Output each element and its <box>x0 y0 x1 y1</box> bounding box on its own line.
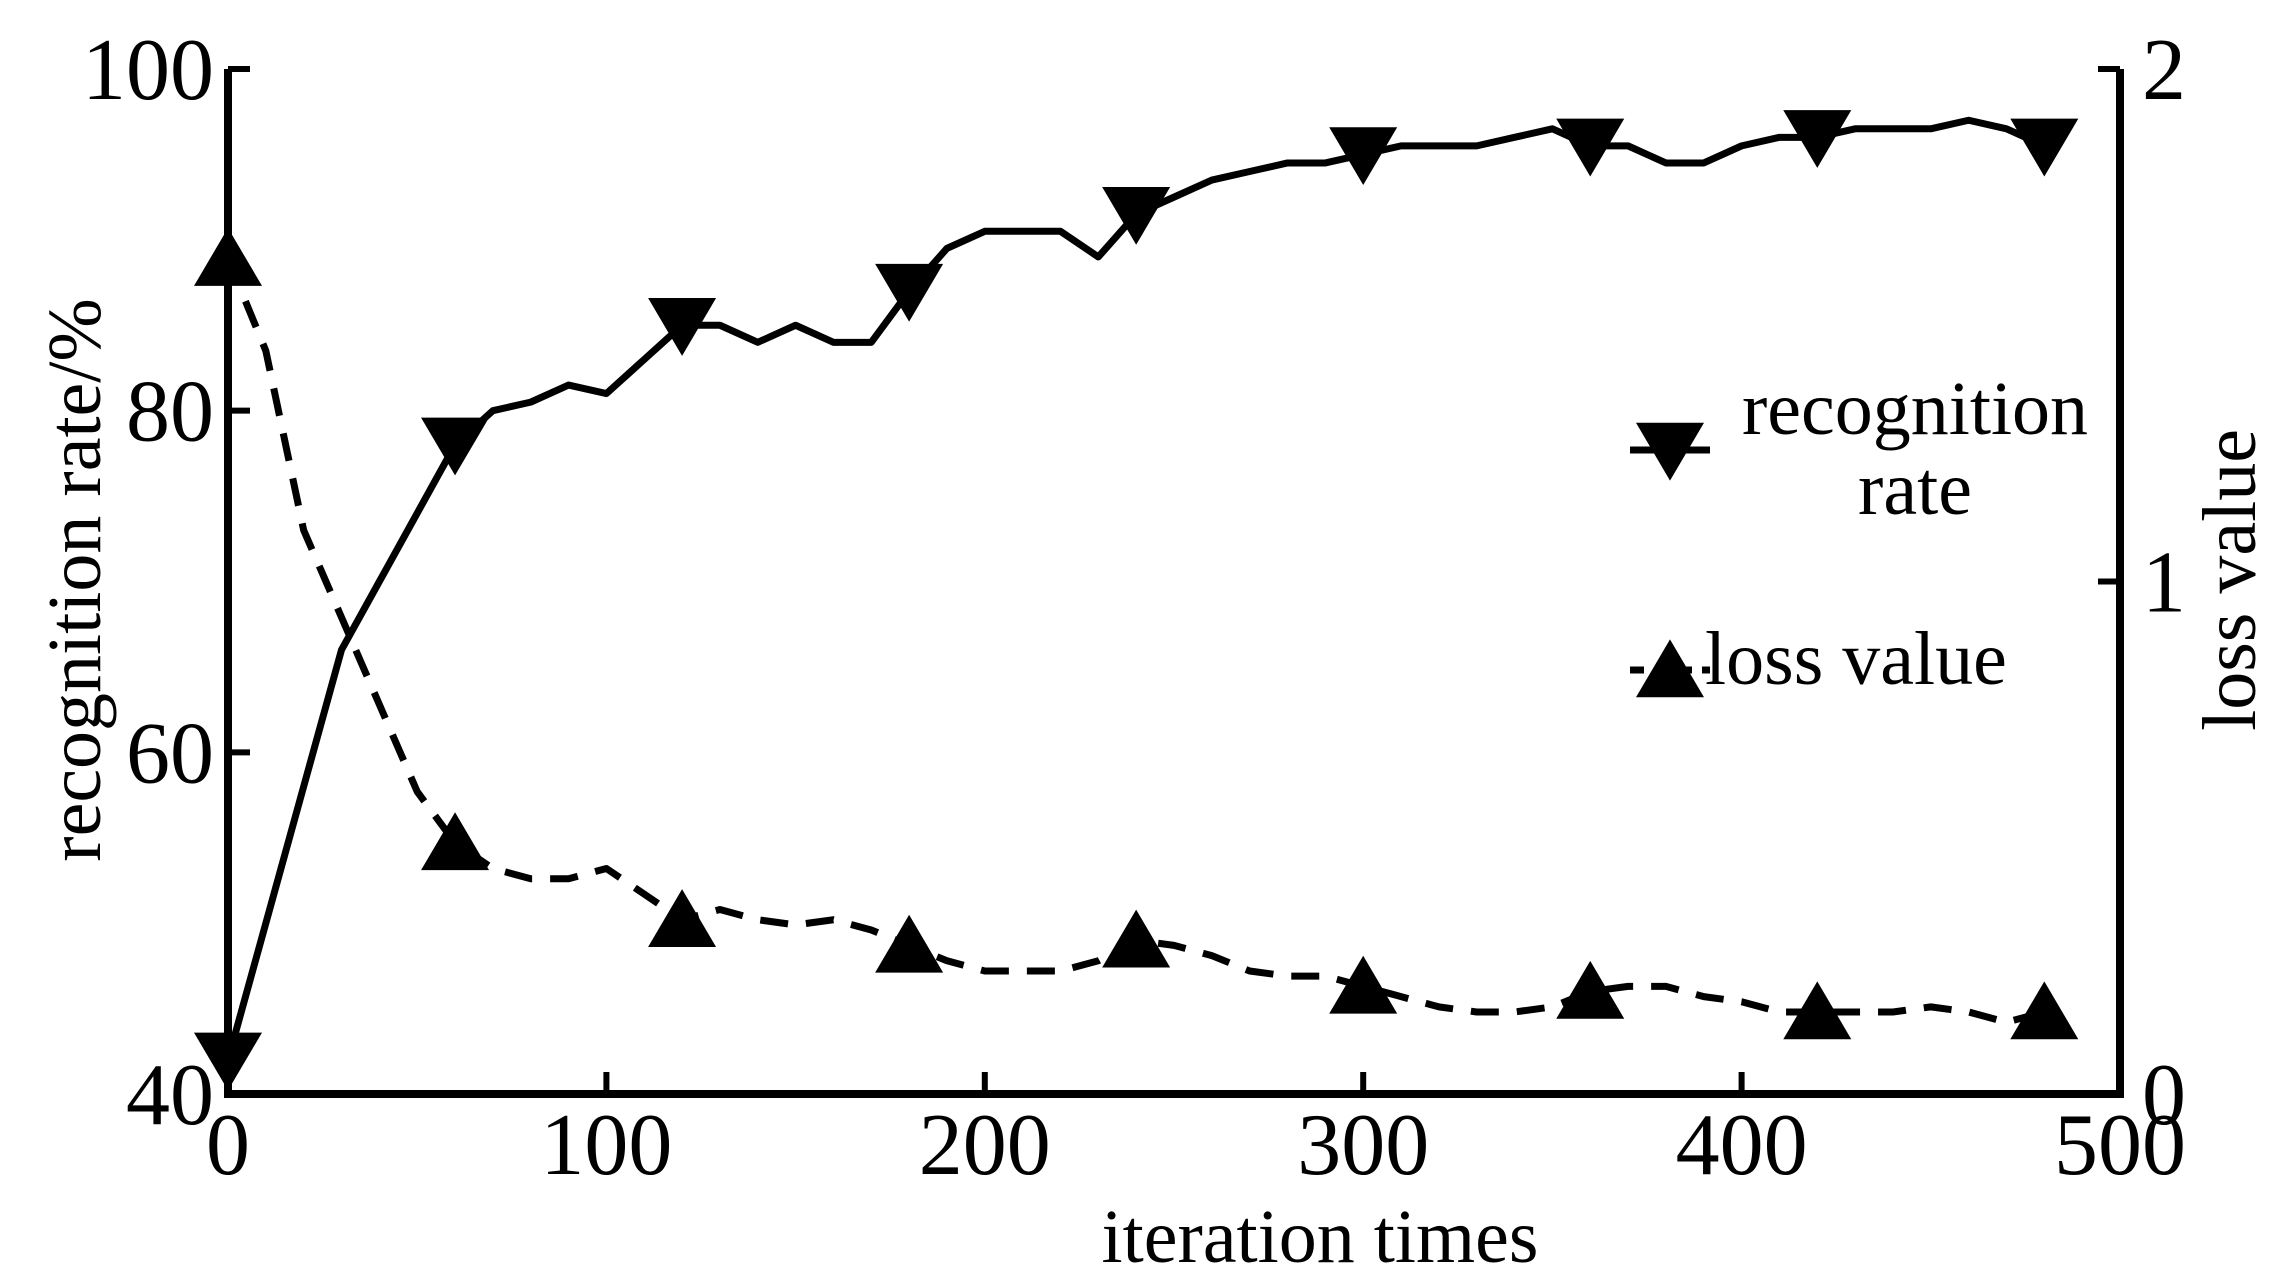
y-axis-label: recognition rate/% <box>33 298 117 861</box>
series-marker <box>2010 118 2079 177</box>
y2-tick-label: 1 <box>2142 535 2186 632</box>
series-marker <box>1783 110 1852 168</box>
x-tick-label: 100 <box>540 1097 672 1194</box>
legend-item <box>1630 639 1710 698</box>
series-marker <box>194 228 262 286</box>
series-marker <box>421 417 490 476</box>
y-tick-label: 100 <box>82 22 214 119</box>
x-tick-label: 0 <box>206 1097 250 1194</box>
y2-tick-label: 0 <box>2142 1047 2186 1144</box>
series-marker <box>1329 955 1398 1014</box>
x-tick-label: 400 <box>1676 1097 1808 1194</box>
x-tick-label: 300 <box>1297 1097 1429 1194</box>
y-tick-label: 60 <box>126 705 214 802</box>
legend-label: recognition rate <box>1741 367 2089 531</box>
y-tick-label: 40 <box>126 1047 214 1144</box>
axes <box>224 69 2124 1098</box>
x-tick-label: 200 <box>919 1097 1051 1194</box>
series-marker <box>648 298 717 356</box>
legend-swatch-marker <box>1636 639 1704 698</box>
series-marker <box>1102 187 1171 245</box>
y2-axis-label: loss value <box>2188 429 2272 731</box>
series-marker <box>1556 118 1625 177</box>
x-axis-label: iteration times <box>1102 1195 1539 1277</box>
series-marker <box>648 889 717 947</box>
y2-tick-label: 2 <box>2142 22 2186 119</box>
y-tick-label: 80 <box>126 364 214 461</box>
legend-label: loss value <box>1705 617 2007 701</box>
series-marker <box>1102 909 1171 968</box>
x-tick-label: 500 <box>2054 1097 2186 1194</box>
series-marker <box>1329 127 1398 186</box>
series-marker <box>421 812 490 871</box>
series-marker <box>2010 981 2079 1040</box>
legend-swatch-marker <box>1636 422 1704 481</box>
legend-item <box>1630 422 1710 481</box>
series-marker <box>875 263 944 322</box>
series-marker <box>1556 960 1625 1019</box>
series-marker <box>875 914 944 973</box>
series-marker <box>1783 981 1852 1040</box>
series-marker <box>194 1032 262 1091</box>
